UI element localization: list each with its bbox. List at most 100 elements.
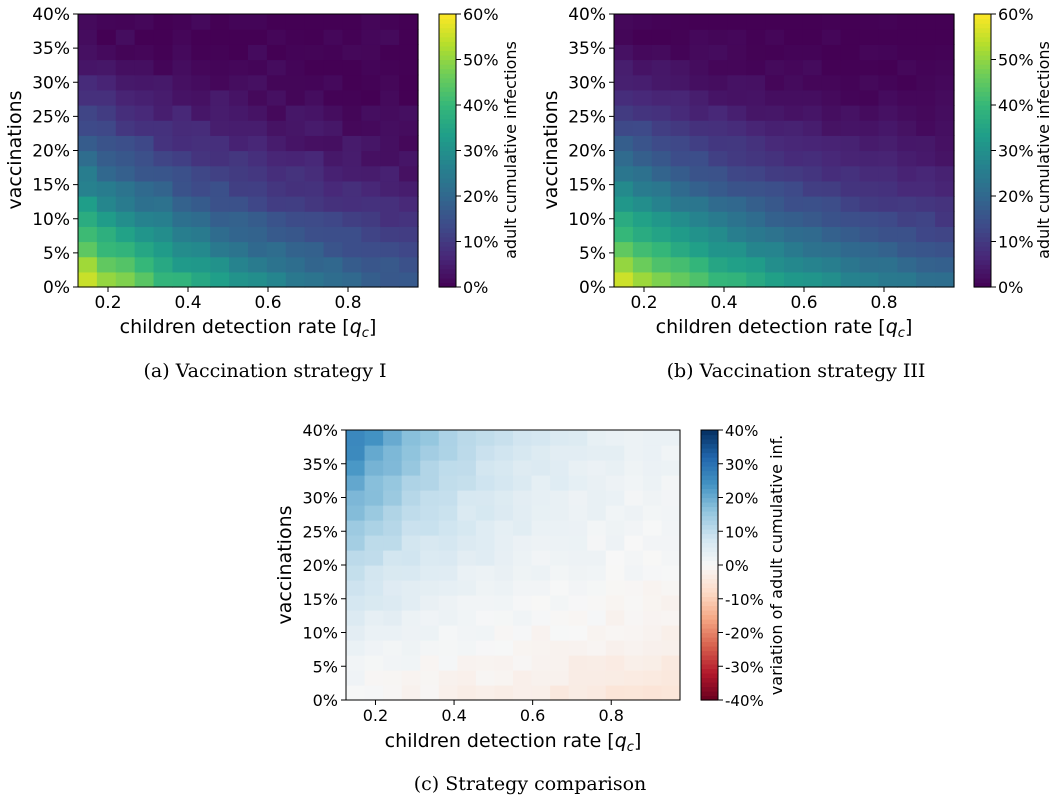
- caption-a: (a) Vaccination strategy I: [144, 360, 387, 382]
- heatmap-cell: [840, 256, 861, 273]
- heatmap-cell: [134, 150, 155, 167]
- x-tick-label: 0.4: [710, 293, 737, 313]
- y-tick-label: 35%: [568, 39, 606, 59]
- heatmap-cell: [210, 89, 230, 106]
- heatmap-cell: [342, 105, 362, 121]
- heatmap-cell: [531, 475, 551, 491]
- colorbar-segment: [701, 448, 718, 454]
- heatmap-cell: [878, 89, 898, 106]
- y-tick-label: 30%: [568, 73, 606, 93]
- heatmap-cell: [661, 460, 681, 476]
- heatmap-cell: [457, 550, 477, 566]
- heatmap-cell: [670, 135, 691, 152]
- panel-a: 0% 5% 10% 15% 20% 25% 30% 35% 40% 0.2 0.4 0.6 0.8 c…: [4, 5, 520, 382]
- heatmap-cell: [897, 105, 917, 121]
- heatmap-cell: [670, 29, 691, 45]
- heatmap-cell: [115, 256, 136, 273]
- heatmap-cell: [821, 211, 842, 227]
- colorbar-segment: [439, 18, 456, 24]
- heatmap-cell: [266, 271, 287, 288]
- heatmap-cell: [568, 505, 588, 521]
- heatmap-cell: [210, 135, 230, 152]
- heatmap-cell: [383, 535, 403, 551]
- heatmap-cell: [859, 165, 880, 182]
- heatmap-cell: [401, 430, 421, 446]
- heatmap-cell: [897, 44, 917, 61]
- heatmap-cell: [531, 685, 551, 701]
- heatmap-cell: [346, 670, 366, 686]
- colorbar-segment: [974, 273, 991, 279]
- colorbar-tick-label: 10%: [725, 523, 758, 541]
- heatmap-cell: [364, 430, 384, 446]
- heatmap-cell: [784, 74, 804, 91]
- heatmap-cell: [248, 120, 268, 136]
- heatmap-cell: [399, 44, 419, 61]
- heatmap-cell: [438, 580, 458, 596]
- colorbar-segment: [701, 673, 718, 679]
- heatmap-cell: [802, 135, 823, 152]
- heatmap-cell: [475, 625, 496, 641]
- heatmap-cell: [840, 120, 861, 136]
- heatmap-cell: [346, 565, 366, 581]
- heatmap-cell: [304, 150, 325, 167]
- heatmap-cell: [531, 535, 551, 551]
- heatmap-cell: [784, 165, 804, 182]
- heatmap-cell: [78, 135, 98, 152]
- heatmap-cell: [513, 595, 533, 611]
- heatmap-cell: [191, 74, 211, 91]
- heatmap-cell: [765, 271, 785, 288]
- heatmap-cell: [323, 271, 344, 288]
- heatmap-cell: [475, 640, 496, 656]
- heatmap-cell: [153, 256, 174, 273]
- heatmap-cell: [802, 44, 823, 61]
- heatmap-cell: [878, 14, 898, 30]
- colorbar-segment: [974, 141, 991, 147]
- heatmap-cell: [172, 89, 192, 106]
- heatmap-cell: [840, 89, 861, 106]
- colorbar-segment: [439, 155, 456, 161]
- heatmap-cell: [513, 610, 533, 626]
- colorbar-segment: [439, 214, 456, 220]
- heatmap-cell: [457, 475, 477, 491]
- heatmap-cell: [420, 640, 440, 656]
- heatmap-cell: [689, 256, 710, 273]
- heatmap-cell: [210, 226, 230, 243]
- heatmap-cell: [134, 256, 155, 273]
- heatmap-cell: [115, 241, 136, 258]
- heatmap-cell: [689, 89, 710, 106]
- heatmap-cell: [935, 196, 955, 212]
- heatmap-cell: [78, 29, 98, 45]
- heatmap-cell: [401, 640, 421, 656]
- colorbar-tick-label: 0%: [463, 278, 488, 297]
- heatmap-cell: [513, 565, 533, 581]
- heatmap-cell: [134, 196, 155, 212]
- colorbar-segment: [439, 41, 456, 47]
- heatmap-cell: [364, 640, 384, 656]
- heatmap-cell: [746, 74, 766, 91]
- heatmap-cell: [172, 29, 192, 45]
- heatmap-cell: [670, 150, 691, 167]
- colorbar-segment: [439, 27, 456, 33]
- heatmap-cell: [765, 165, 785, 182]
- colorbar-segment: [974, 118, 991, 124]
- colorbar-segment: [974, 68, 991, 74]
- heatmap-cell: [632, 241, 653, 258]
- colorbar-segment: [974, 54, 991, 61]
- heatmap-cell: [399, 196, 419, 212]
- heatmap-cell: [399, 180, 419, 197]
- heatmap-cell: [401, 625, 421, 641]
- heatmap-cell: [568, 520, 588, 536]
- x-tick-label: 0.2: [363, 706, 388, 725]
- colorbar-segment: [701, 479, 718, 485]
- heatmap-c-ylabel: vaccinations: [274, 505, 296, 624]
- colorbar-tick-label: 40%: [998, 96, 1034, 115]
- heatmap-cell: [661, 580, 681, 596]
- heatmap-cell: [401, 475, 421, 491]
- colorbar-segment: [439, 255, 456, 261]
- heatmap-cell: [420, 490, 440, 506]
- heatmap-cell: [605, 640, 625, 656]
- heatmap-cell: [285, 135, 306, 152]
- heatmap-cell: [624, 430, 644, 446]
- heatmap-cell: [248, 14, 268, 30]
- heatmap-cell: [568, 655, 588, 671]
